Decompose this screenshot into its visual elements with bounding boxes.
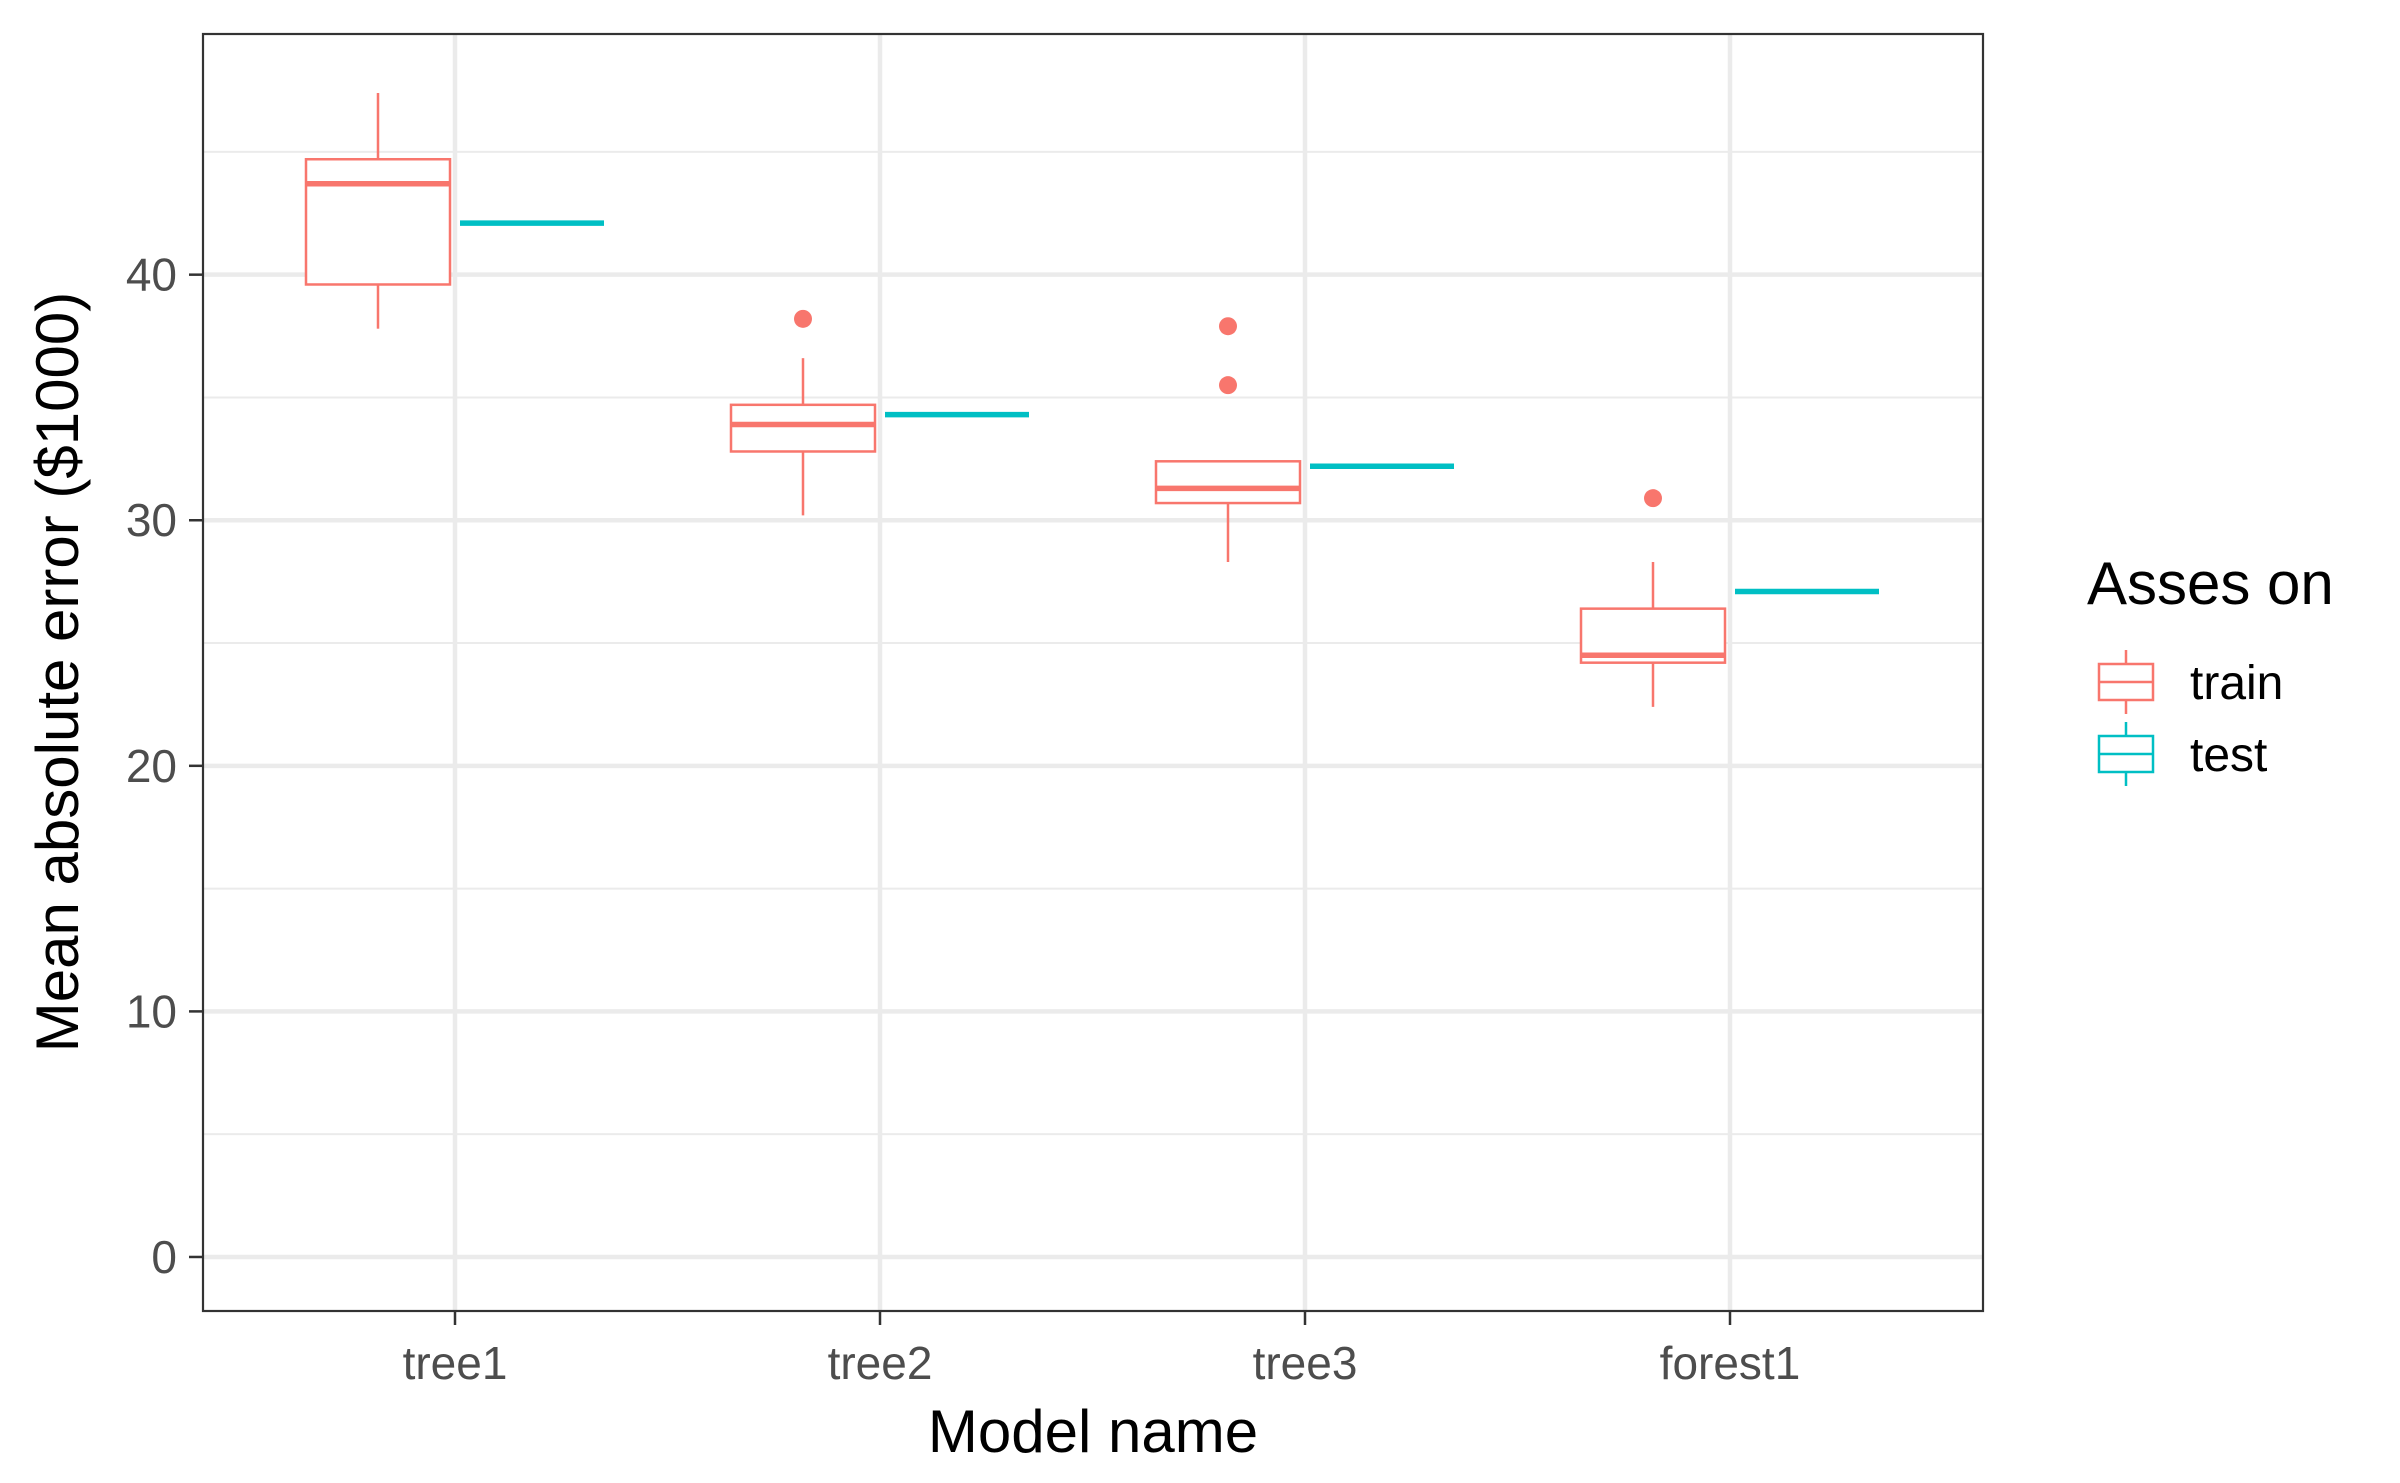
axes: 0 10 20 30 40 tree1 tree2 tree3 forest1: [126, 249, 1800, 1389]
outlier-point: [1219, 317, 1237, 336]
outlier-point: [1219, 376, 1237, 395]
y-tick-label: 30: [126, 494, 177, 546]
plot-panel: [201, 32, 1985, 1313]
y-tick-label: 40: [126, 249, 177, 301]
box-train-tree1: [304, 92, 452, 329]
x-axis-title: Model name: [928, 1398, 1258, 1465]
y-axis-title: Mean absolute error ($1000): [24, 292, 91, 1052]
x-tick-label: tree2: [828, 1337, 933, 1389]
box-train-forest1: [1579, 489, 1727, 707]
legend: Asses on train test: [2087, 550, 2334, 786]
outlier-point: [794, 309, 812, 328]
legend-title: Asses on: [2087, 550, 2334, 617]
panel-border: [201, 32, 1985, 1313]
y-tick-label: 0: [151, 1231, 177, 1283]
legend-label-test: test: [2190, 729, 2267, 782]
box-train-tree3: [1154, 317, 1302, 562]
y-tick-label: 10: [126, 985, 177, 1037]
box-train-tree2: [729, 309, 877, 516]
x-tick-label: tree3: [1253, 1337, 1358, 1389]
panel-background: [203, 34, 1983, 1311]
outlier-point: [1644, 489, 1662, 508]
legend-key-train: [2097, 650, 2155, 714]
chart-marks: [304, 92, 1879, 707]
legend-key-test: [2097, 722, 2155, 786]
x-tick-label: forest1: [1660, 1337, 1801, 1389]
box-iqr: [304, 157, 452, 286]
legend-label-train: train: [2190, 657, 2283, 710]
box-iqr: [1154, 460, 1302, 505]
x-tick-label: tree1: [403, 1337, 508, 1389]
grid-lines: [203, 34, 1983, 1311]
box-iqr: [729, 403, 877, 453]
y-tick-label: 20: [126, 740, 177, 792]
